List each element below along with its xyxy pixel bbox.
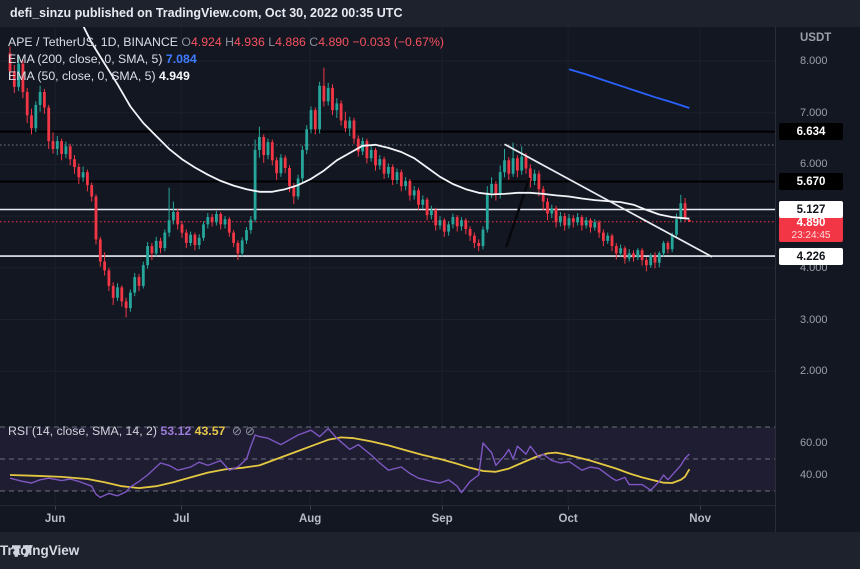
- ohlc-readout: O4.924 H4.936 L4.886 C4.890: [181, 35, 349, 49]
- dark-trendline[interactable]: [505, 177, 531, 248]
- rsi-ma-line: [9, 436, 691, 489]
- rsi-tick-label: 60.00: [800, 437, 828, 449]
- rsi-ma-value: 43.57: [194, 424, 226, 438]
- month-tick: [442, 506, 444, 510]
- symbol-legend-row[interactable]: APE / TetherUS, 1D, BINANCE O4.924 H4.93…: [8, 34, 444, 50]
- month-label: Oct: [558, 513, 578, 525]
- rsi-value: 53.12: [160, 424, 192, 438]
- rsi-tick-label: 40.00: [800, 469, 828, 481]
- month-label: Nov: [689, 513, 712, 525]
- rsi-label: RSI (14, close, SMA, 14, 2): [8, 424, 157, 438]
- hidden-plot-icon[interactable]: ⊘: [231, 424, 242, 438]
- ema50-label: EMA (50, close, 0, SMA, 5): [8, 69, 156, 83]
- change-readout: −0.033 (−0.67%): [352, 35, 444, 49]
- ema50-line: [82, 27, 690, 220]
- month-tick: [700, 506, 702, 510]
- chart-legend: APE / TetherUS, 1D, BINANCE O4.924 H4.93…: [8, 34, 444, 85]
- candlestick-chart[interactable]: [0, 27, 775, 420]
- ema200-line: [568, 68, 690, 109]
- ema50-legend-row[interactable]: EMA (50, close, 0, SMA, 5) 4.949: [8, 68, 444, 84]
- time-axis[interactable]: Jun Jul Aug Sep Oct Nov: [0, 505, 775, 533]
- month-label: Jul: [172, 513, 190, 525]
- ema200-legend-row[interactable]: EMA (200, close, 0, SMA, 5) 7.084: [8, 51, 444, 67]
- quote-currency-label: USDT: [800, 32, 832, 44]
- publish-header-text: defi_sinzu published on TradingView.com,…: [10, 6, 403, 20]
- last-price-badge: 4.890 23:24:45: [779, 215, 843, 242]
- price-tick-label: 7.000: [800, 107, 828, 119]
- month-tick: [310, 506, 312, 510]
- month-tick: [55, 506, 57, 510]
- price-level-badge: 5.127: [779, 201, 843, 218]
- month-label: Jun: [44, 513, 66, 525]
- bar-countdown: 23:24:45: [791, 229, 831, 241]
- month-label: Aug: [298, 513, 322, 525]
- price-level-badge: 5.670: [779, 173, 843, 190]
- month-label: Sep: [431, 513, 453, 525]
- price-tick-label: 3.000: [800, 314, 828, 326]
- descending-trendline[interactable]: [504, 143, 713, 258]
- ema200-label: EMA (200, close, 0, SMA, 5): [8, 52, 163, 66]
- price-level-badge: 6.634: [779, 123, 843, 140]
- ema50-value: 4.949: [159, 69, 190, 83]
- footer-bar: TradingView: [0, 532, 860, 569]
- price-tick-label: 6.000: [800, 158, 828, 170]
- hidden-plot-icon[interactable]: ⊘: [244, 424, 255, 438]
- ema200-value: 7.084: [165, 52, 197, 66]
- publish-header: defi_sinzu published on TradingView.com,…: [0, 0, 860, 27]
- rsi-line: [9, 427, 690, 499]
- month-tick: [181, 506, 183, 510]
- price-tick-label: 2.000: [800, 365, 828, 377]
- price-tick-label: 4.000: [800, 262, 828, 274]
- price-axis[interactable]: USDT 4.890 23:24:45 8.000 7.000 6.000 4.000…: [775, 27, 860, 532]
- rsi-legend-row[interactable]: RSI (14, close, SMA, 14, 2) 53.12 43.57 …: [8, 424, 255, 438]
- rsi-band: [0, 427, 775, 491]
- price-level-badge: 4.226: [779, 248, 843, 265]
- month-tick: [568, 506, 570, 510]
- symbol-title: APE / TetherUS, 1D, BINANCE: [8, 35, 178, 49]
- tradingview-logo-icon[interactable]: [12, 544, 33, 557]
- rsi-indicator-chart[interactable]: [0, 420, 775, 505]
- price-tick-label: 8.000: [800, 55, 828, 67]
- chart-plot-area[interactable]: APE / TetherUS, 1D, BINANCE O4.924 H4.93…: [0, 27, 775, 532]
- last-price-value: 4.890: [796, 216, 826, 229]
